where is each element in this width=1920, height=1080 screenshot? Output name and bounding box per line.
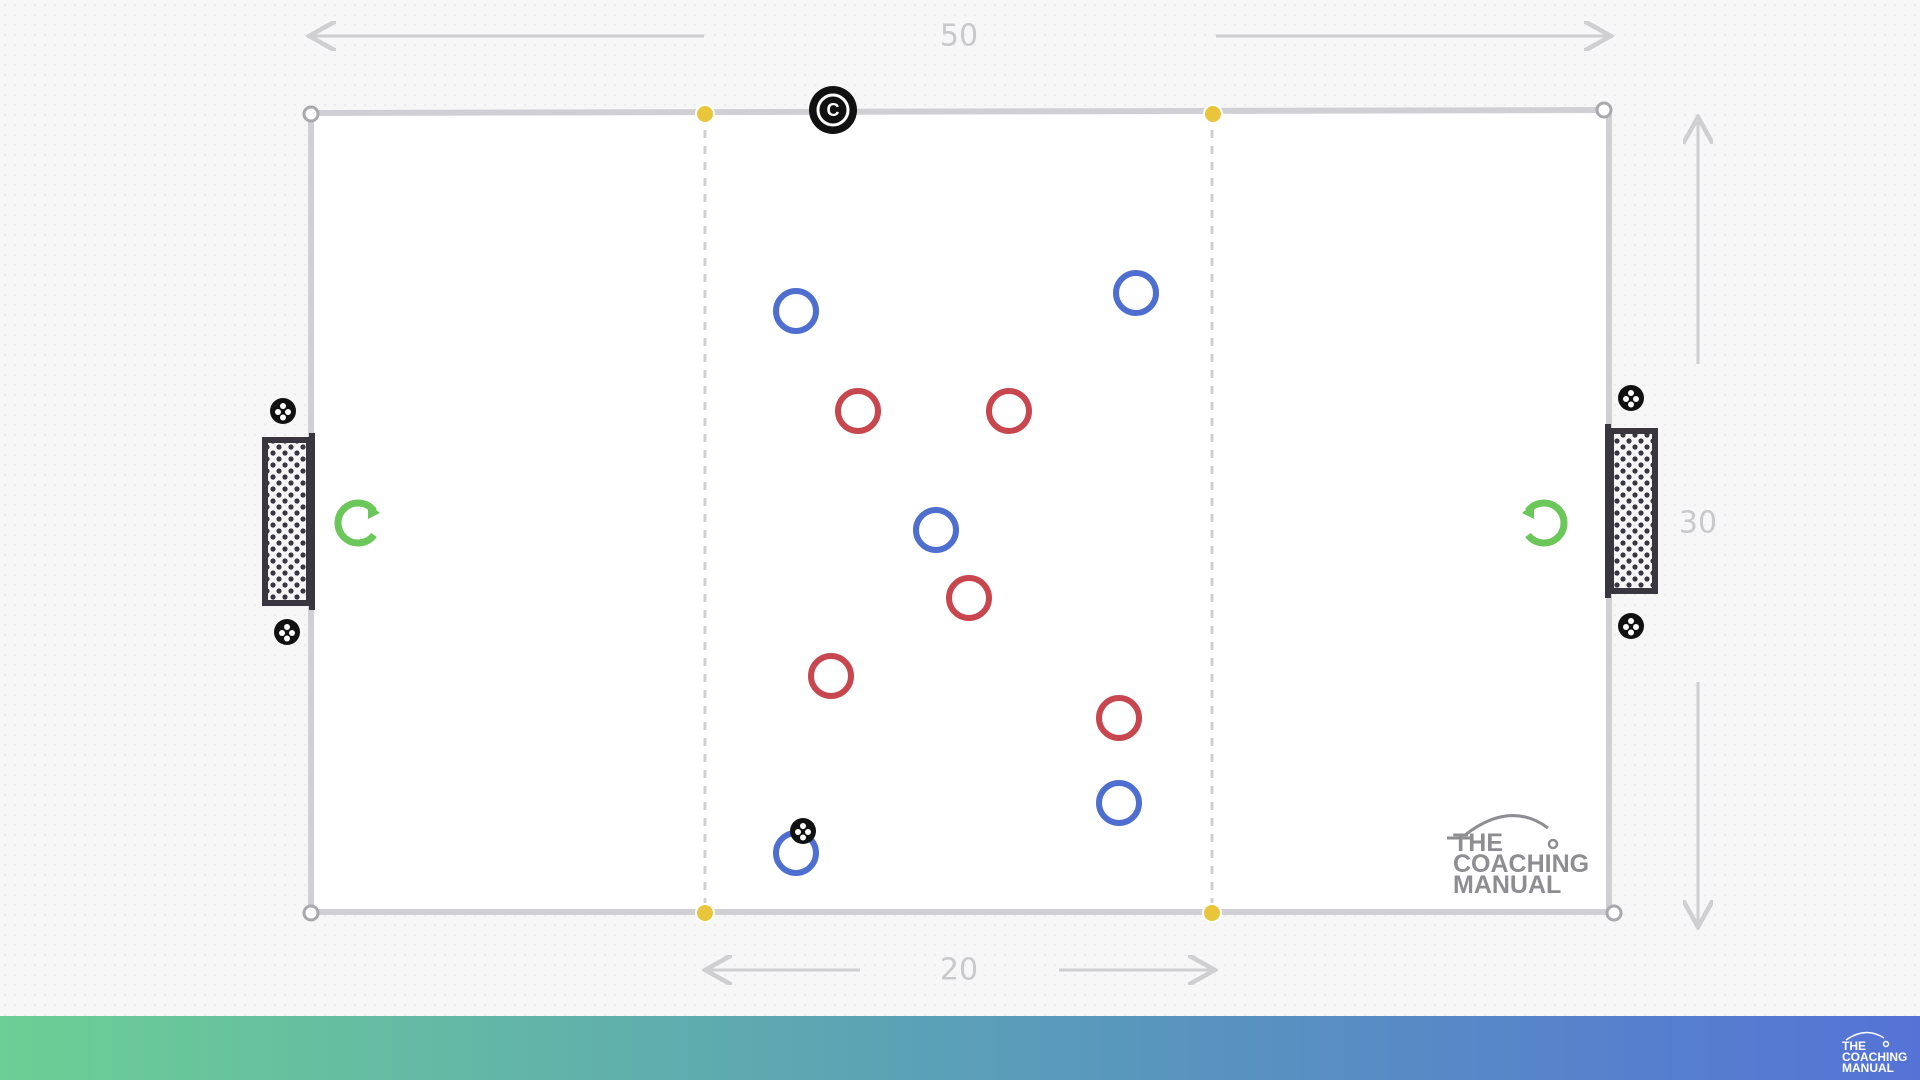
svg-text:MANUAL: MANUAL bbox=[1842, 1061, 1894, 1074]
blue-player bbox=[913, 507, 959, 553]
footer-bar: THE COACHING MANUAL bbox=[0, 1016, 1920, 1080]
coach-label: C bbox=[827, 100, 840, 120]
svg-text:COACHING: COACHING bbox=[1453, 850, 1589, 878]
coaching-manual-logo: THE COACHING MANUAL bbox=[1447, 814, 1589, 899]
svg-text:MANUAL: MANUAL bbox=[1453, 871, 1561, 899]
blue-player bbox=[773, 288, 819, 334]
cones bbox=[695, 104, 1223, 923]
svg-text:COACHING: COACHING bbox=[1842, 1050, 1907, 1064]
blue-player bbox=[1113, 270, 1159, 316]
zone-label: 20 bbox=[940, 953, 978, 988]
red-player bbox=[986, 388, 1032, 434]
players bbox=[773, 270, 1159, 876]
length-dimension: 50 bbox=[312, 19, 1608, 54]
footer-logo: THE COACHING MANUAL bbox=[1842, 1031, 1907, 1074]
goal-right bbox=[1605, 424, 1658, 598]
blue-player bbox=[1096, 780, 1142, 826]
length-label: 50 bbox=[940, 19, 978, 54]
red-player bbox=[835, 388, 881, 434]
width-label: 30 bbox=[1679, 506, 1717, 541]
ball-icon bbox=[274, 619, 300, 645]
ball-icon bbox=[1618, 385, 1644, 411]
rotate-icon-left bbox=[334, 499, 380, 547]
corner-markers bbox=[302, 101, 1623, 922]
ball-icon bbox=[270, 398, 296, 424]
svg-text:THE: THE bbox=[1453, 829, 1503, 857]
width-dimension: 30 bbox=[1679, 120, 1717, 924]
red-player bbox=[808, 653, 854, 699]
pitch-boundary bbox=[308, 107, 1613, 915]
goal-left bbox=[262, 433, 315, 610]
rotate-icon-right bbox=[1522, 499, 1568, 547]
pitch-surface bbox=[311, 112, 1609, 912]
ball-icon bbox=[790, 818, 816, 844]
red-player bbox=[1096, 695, 1142, 741]
red-player bbox=[946, 575, 992, 621]
svg-text:THE: THE bbox=[1842, 1039, 1866, 1053]
coach-marker: C bbox=[809, 86, 857, 134]
zone-dimension: 20 bbox=[708, 953, 1212, 988]
ball-icon bbox=[1618, 613, 1644, 639]
